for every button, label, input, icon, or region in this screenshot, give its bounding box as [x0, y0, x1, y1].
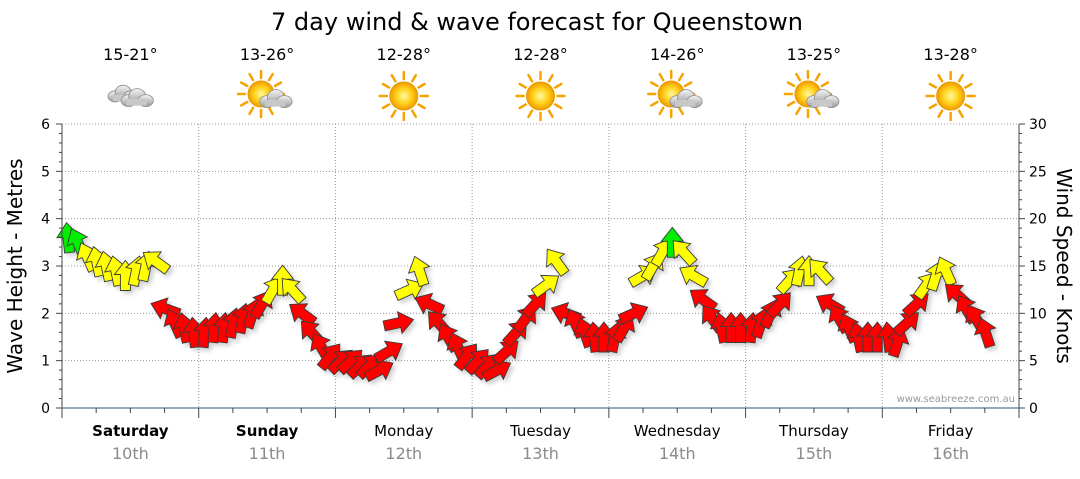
- day-name-label: Sunday: [236, 422, 299, 440]
- grid-lines: [62, 123, 1019, 408]
- wind-arrow: [886, 326, 910, 359]
- wind-arrow: [809, 259, 835, 286]
- day-date-label: 10th: [112, 444, 149, 463]
- day-temperature-range: 13-28°: [923, 45, 978, 64]
- y-left-tick-label: 6: [41, 117, 50, 133]
- y-axis-left-label: Wave Height - Metres: [3, 158, 27, 373]
- wind-arrow: [973, 317, 997, 349]
- wind-arrow: [382, 311, 415, 335]
- wind-arrow: [617, 302, 649, 325]
- day-temperature-range: 13-26°: [240, 45, 295, 64]
- wind-arrow: [393, 278, 425, 301]
- day-temperature-range: 14-26°: [650, 45, 705, 64]
- day-temperature-range: 12-28°: [377, 45, 432, 64]
- day-name-label: Friday: [928, 422, 974, 440]
- wind-arrow: [765, 292, 791, 320]
- watermark: www.seabreeze.com.au: [897, 394, 1015, 405]
- day-date-label: 16th: [932, 444, 969, 463]
- y-right-tick-label: 30: [1029, 117, 1047, 133]
- wind-arrows: [56, 221, 997, 383]
- sun-cloud-icon: [783, 69, 840, 119]
- y-right-tick-label: 15: [1029, 259, 1047, 275]
- day-name-label: Wednesday: [634, 422, 721, 440]
- y-left-tick-label: 2: [41, 306, 50, 322]
- wind-arrow: [521, 292, 547, 320]
- sun-icon: [925, 70, 976, 122]
- wind-arrow: [481, 359, 512, 383]
- wind-arrow: [689, 289, 719, 313]
- wind-arrow: [142, 251, 172, 275]
- y-left-tick-label: 4: [41, 212, 50, 228]
- wind-arrow: [363, 359, 394, 383]
- sun-icon: [515, 70, 566, 122]
- y-left-tick-label: 0: [41, 401, 50, 417]
- wind-arrow: [892, 312, 920, 338]
- chart-title: 7 day wind & wave forecast for Queenstow…: [271, 8, 803, 36]
- y-left-tick-label: 1: [41, 354, 50, 370]
- cloud-icon: [107, 84, 154, 107]
- wind-arrow: [611, 313, 636, 344]
- sun-icon: [378, 70, 430, 122]
- y-right-tick-label: 10: [1029, 306, 1047, 322]
- wind-arrow: [530, 274, 560, 299]
- y-axis-right-label: Wind Speed - Knots: [1052, 168, 1076, 364]
- wind-arrow: [672, 240, 698, 267]
- day-temperature-range: 12-28°: [513, 45, 568, 64]
- day-date-label: 15th: [796, 444, 833, 463]
- axes: 0 1 2 3 4 5 6 0 5 10 15 20 25 30: [41, 117, 1047, 418]
- day-date-label: 11th: [249, 444, 286, 463]
- wind-arrow: [281, 278, 307, 305]
- day-name-label: Tuesday: [509, 422, 571, 440]
- day-temperature-range: 15-21°: [103, 45, 158, 64]
- day-name-label: Monday: [374, 422, 433, 440]
- sun-cloud-icon: [646, 69, 703, 119]
- y-right-tick-label: 5: [1029, 354, 1038, 370]
- day-temperature-range: 13-25°: [787, 45, 842, 64]
- day-date-label: 13th: [522, 444, 559, 463]
- wind-arrow: [289, 303, 318, 327]
- y-right-tick-label: 20: [1029, 212, 1047, 228]
- wind-arrow: [679, 264, 709, 288]
- day-name-label: Saturday: [92, 422, 169, 440]
- day-date-label: 14th: [659, 444, 696, 463]
- wind-arrow: [934, 256, 957, 288]
- wind-arrow: [414, 292, 446, 316]
- day-date-label: 12th: [385, 444, 422, 463]
- day-name-label: Thursday: [778, 422, 849, 440]
- wind-arrow: [373, 340, 403, 364]
- daily-weather-header: 15-21° 13-26° 12-28° 12-28° 14-26° 13-25° 13-2…: [103, 45, 978, 122]
- wind-arrow: [546, 248, 570, 278]
- day-labels: Saturday 10th Sunday 11th Monday 12th Tuesday 1…: [92, 422, 973, 463]
- wind-arrow: [407, 255, 431, 288]
- y-right-tick-label: 25: [1029, 164, 1047, 180]
- wind-arrow: [491, 340, 519, 366]
- y-right-tick-label: 0: [1029, 401, 1038, 417]
- y-left-tick-label: 5: [41, 164, 50, 180]
- y-left-tick-label: 3: [41, 259, 50, 275]
- sun-cloud-icon: [236, 69, 293, 119]
